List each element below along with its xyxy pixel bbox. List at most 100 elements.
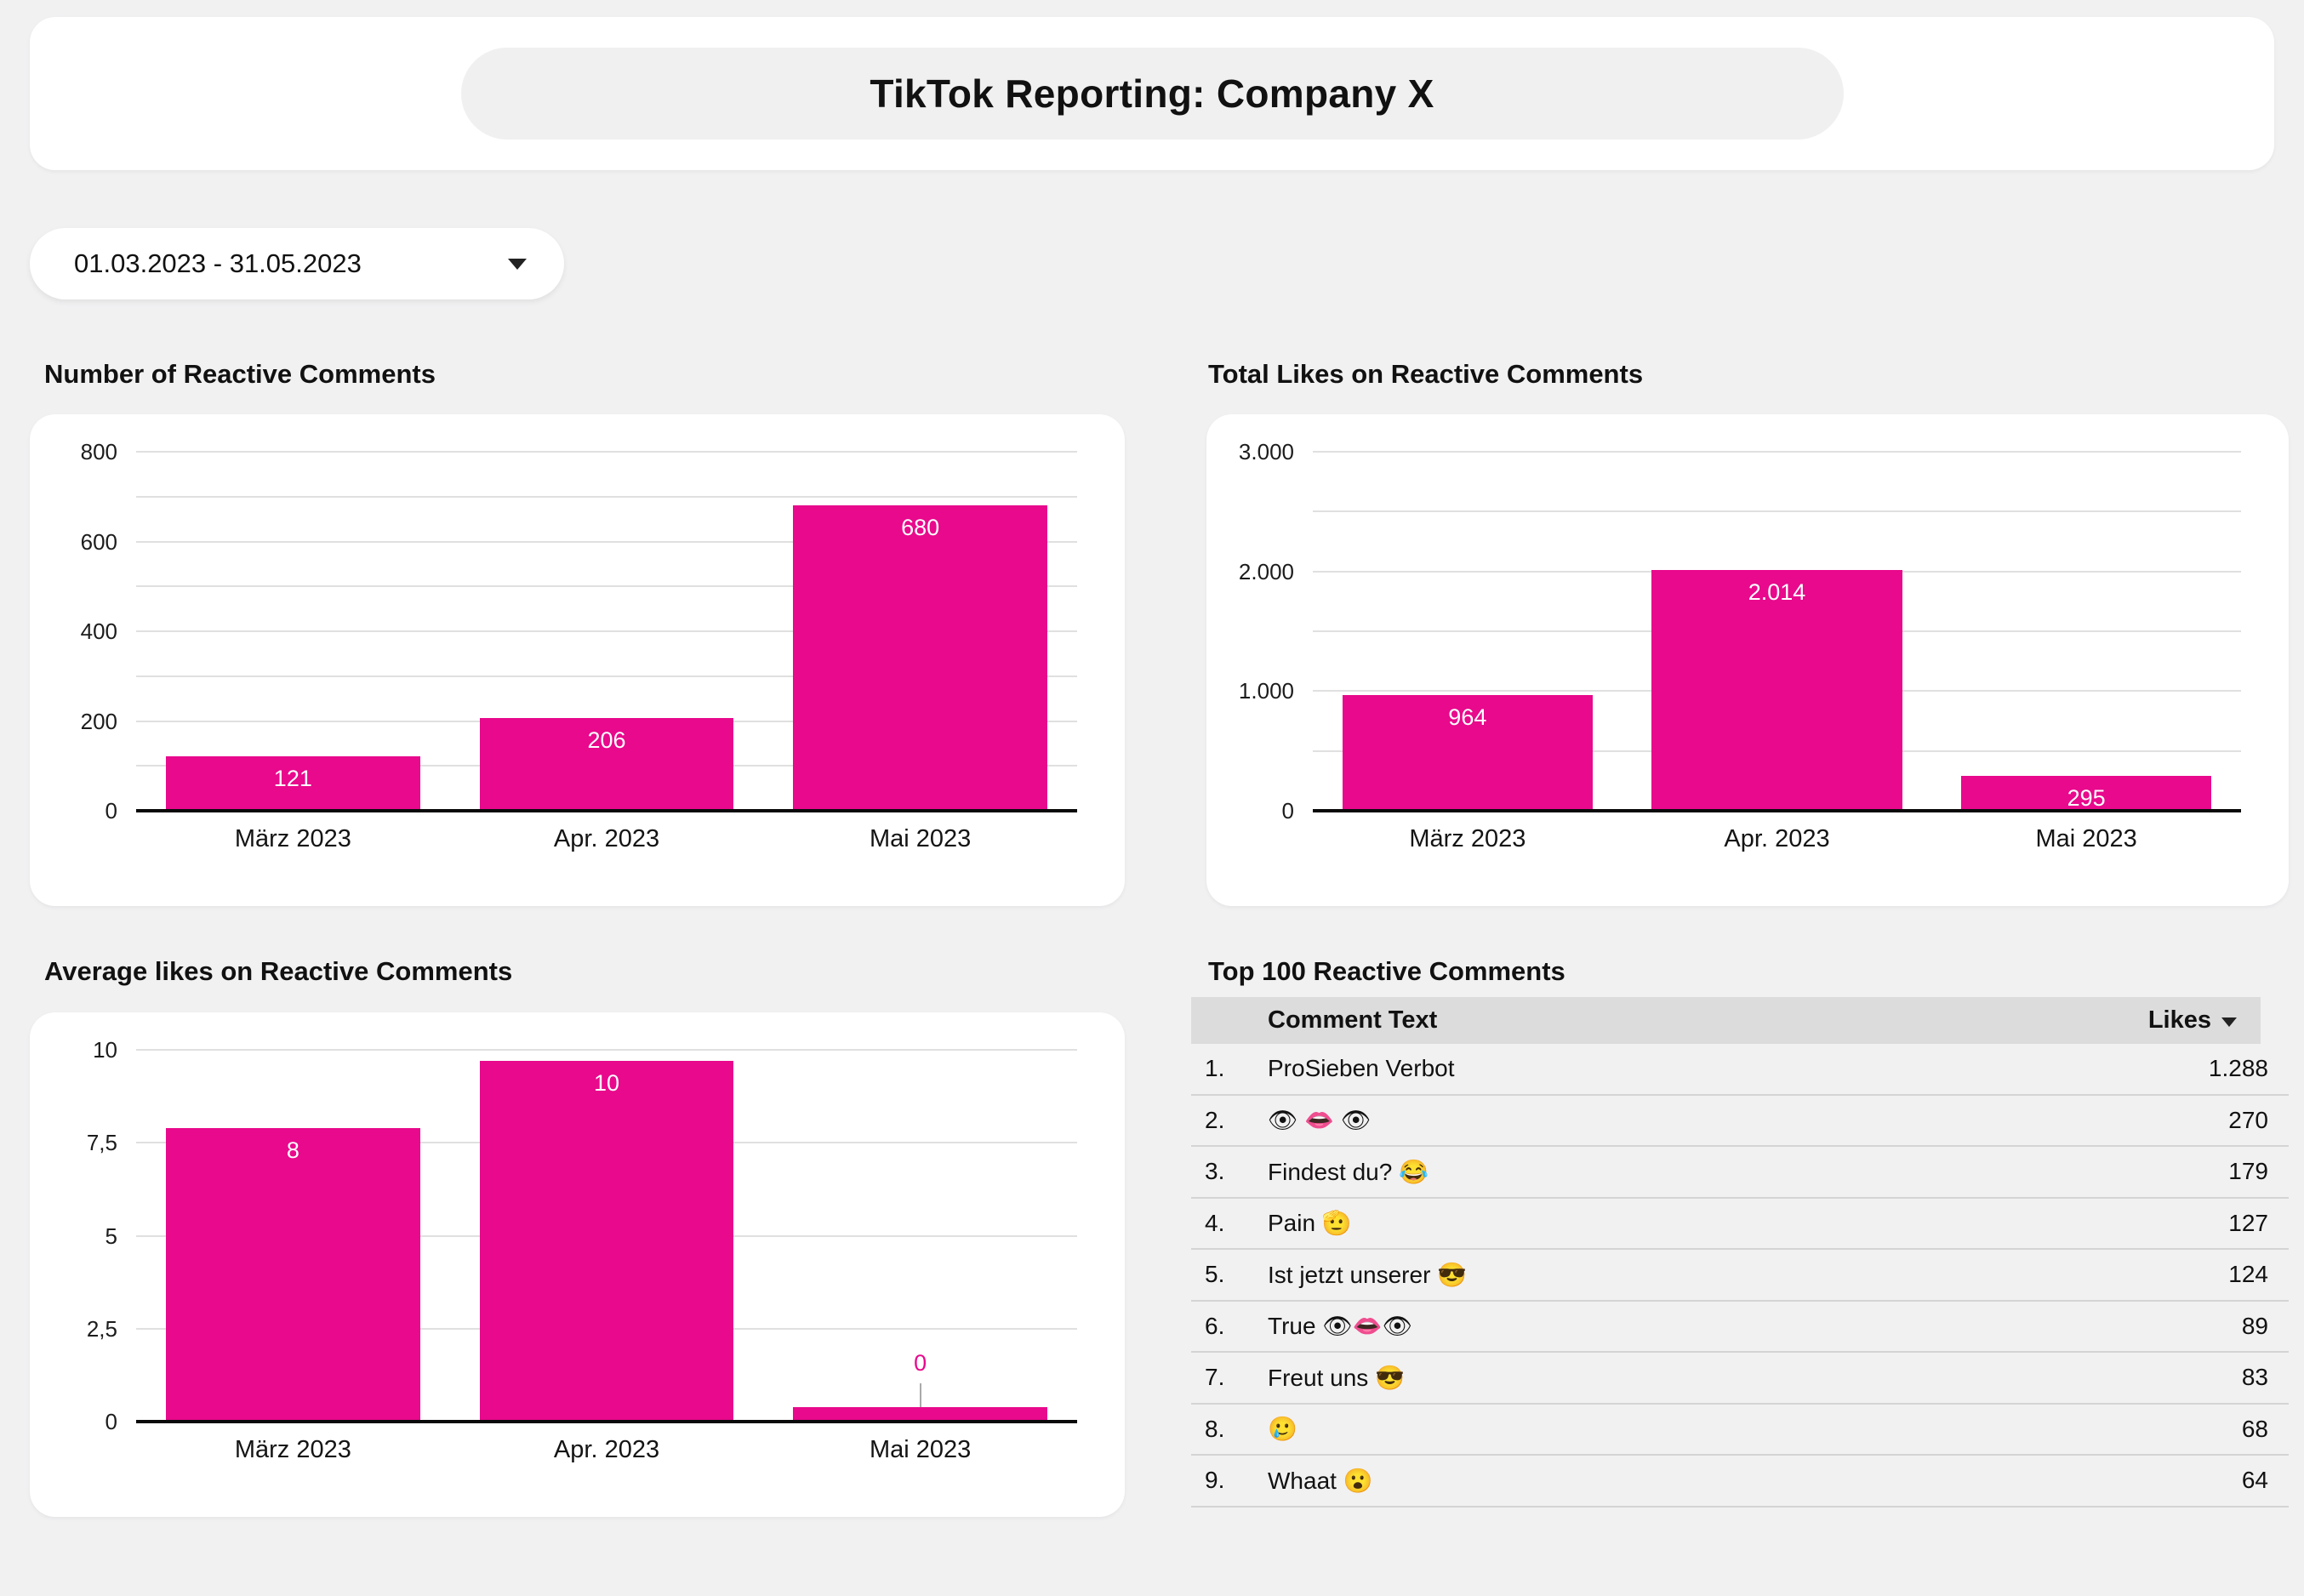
bar-märz-2023[interactable]: 8: [166, 1127, 420, 1422]
y-axis-tick-label: 3.000: [1238, 439, 1294, 465]
date-range-value: 01.03.2023 - 31.05.2023: [74, 248, 362, 278]
bar-slot: 8: [136, 1050, 450, 1422]
likes-cell: 68: [2241, 1415, 2268, 1442]
chevron-down-icon: [508, 258, 527, 270]
page-title: TikTok Reporting: Company X: [870, 71, 1434, 116]
y-axis-tick-label: 600: [80, 528, 117, 555]
y-axis-tick-label: 0: [105, 1409, 117, 1434]
date-range-selector[interactable]: 01.03.2023 - 31.05.2023: [30, 228, 564, 299]
table-row: 2. 👁 👄 👁 270: [1191, 1096, 2289, 1147]
gridline: [136, 675, 1077, 677]
bar-slot: 10: [450, 1050, 764, 1422]
row-number: 3.: [1205, 1158, 1225, 1185]
bar-chart-number-of-reactive-comments: 0 200 400 600 800 121 206 680 März 2023 Apr. 2023…: [30, 414, 1125, 906]
report-title-pill: TikTok Reporting: Company X: [460, 48, 1844, 140]
bar-series: 121 206 680: [136, 452, 1077, 811]
bar-value-label: 2.014: [1748, 579, 1806, 605]
x-axis-tick-label: Mai 2023: [2035, 825, 2137, 852]
bar-chart-total-likes: 0 1.000 2.000 3.000 964 2.014 295 März 2023 Apr.…: [1206, 414, 2289, 906]
row-number: 6.: [1205, 1312, 1225, 1339]
x-axis-tick-label: Apr. 2023: [553, 825, 660, 852]
x-axis-labels: März 2023 Apr. 2023 Mai 2023: [136, 825, 1077, 853]
x-axis-labels: März 2023 Apr. 2023 Mai 2023: [1313, 825, 2241, 853]
row-number: 2.: [1205, 1106, 1225, 1133]
y-axis-tick-label: 1.000: [1238, 678, 1294, 704]
table-row: 8. 🥲 68: [1191, 1405, 2289, 1456]
sort-descending-icon: [2221, 1017, 2237, 1027]
top-comments-table: Comment Text Likes 1. ProSieben Verbot 1.288…: [1191, 997, 2289, 1508]
bar-mai-2023[interactable]: 680: [793, 505, 1047, 811]
bar-slot: 964: [1313, 452, 1622, 811]
likes-cell: 127: [2228, 1209, 2268, 1236]
bar-märz-2023[interactable]: 964: [1342, 695, 1594, 811]
table-title-top-comments: Top 100 Reactive Comments: [1208, 956, 1565, 986]
x-axis-line: [136, 809, 1077, 812]
x-axis-tick-label: März 2023: [1409, 825, 1526, 852]
x-axis-tick-label: Apr. 2023: [553, 1436, 660, 1463]
bar-value-label: 121: [273, 766, 312, 792]
column-header-likes-label: Likes: [2147, 1006, 2211, 1034]
bar-mai-2023[interactable]: 0: [793, 1351, 1047, 1422]
likes-cell: 89: [2241, 1312, 2268, 1339]
bar-slot: 121: [136, 452, 450, 811]
bar-apr-2023[interactable]: 206: [479, 718, 734, 811]
bar-chart-average-likes: 0 2,5 5 7,5 10 8 10 0 März 2023 Apr. 2023 Mai 2023: [30, 1012, 1125, 1517]
callout-leader-line: [919, 1382, 921, 1407]
y-axis-tick-label: 5: [105, 1223, 117, 1249]
table-row: 9. Whaat 😮 64: [1191, 1456, 2289, 1508]
bar-märz-2023[interactable]: 121: [166, 756, 420, 811]
likes-cell: 1.288: [2208, 1055, 2268, 1082]
table-row: 3. Findest du? 😂 179: [1191, 1147, 2289, 1199]
bar-value-label: 0: [914, 1349, 927, 1376]
row-number: 4.: [1205, 1209, 1225, 1236]
bar-apr-2023[interactable]: 2.014: [1651, 569, 1902, 811]
y-axis-tick-label: 400: [80, 618, 117, 644]
likes-cell: 179: [2228, 1158, 2268, 1185]
y-axis-tick-label: 200: [80, 708, 117, 734]
comment-text-cell: Freut uns 😎: [1268, 1364, 1405, 1391]
column-header-likes[interactable]: Likes: [2148, 1006, 2261, 1035]
y-axis-tick-label: 2.000: [1238, 558, 1294, 584]
bar-value-label: 206: [587, 727, 626, 754]
comment-text-cell: True 👁👄👁: [1268, 1313, 1413, 1340]
bar-mai-2023[interactable]: 295: [1960, 775, 2212, 811]
bar-value-label: 10: [593, 1070, 620, 1097]
table-row: 6. True 👁👄👁 89: [1191, 1302, 2289, 1353]
table-row: 5. Ist jetzt unserer 😎 124: [1191, 1250, 2289, 1302]
x-axis-tick-label: Apr. 2023: [1724, 825, 1830, 852]
comment-text-cell: Findest du? 😂: [1268, 1158, 1429, 1185]
row-number: 7.: [1205, 1364, 1225, 1391]
chart-plot-area: 0 2,5 5 7,5 10 8 10 0: [87, 1039, 1077, 1433]
bar-value-label: 680: [901, 515, 940, 541]
bar-value-label: 295: [2067, 784, 2106, 811]
row-number: 1.: [1205, 1055, 1225, 1082]
gridline: [136, 495, 1077, 498]
y-axis-tick-label: 10: [93, 1037, 117, 1063]
column-header-comment-text[interactable]: Comment Text: [1268, 1006, 1438, 1034]
chart-plot-area: 0 1.000 2.000 3.000 964 2.014 295: [1239, 441, 2241, 822]
bar-value-label: 964: [1448, 704, 1487, 731]
likes-cell: 270: [2228, 1106, 2268, 1133]
bar-slot: 680: [763, 452, 1077, 811]
gridline: [136, 540, 1077, 543]
comment-text-cell: Ist jetzt unserer 😎: [1268, 1261, 1468, 1288]
row-number: 8.: [1205, 1415, 1225, 1442]
bar-value-label: 8: [286, 1137, 299, 1163]
table-row: 1. ProSieben Verbot 1.288: [1191, 1044, 2289, 1096]
x-axis-line: [1313, 809, 2241, 812]
x-axis-tick-label: März 2023: [234, 1436, 351, 1463]
y-axis-tick-label: 7,5: [86, 1130, 117, 1156]
bar-apr-2023[interactable]: 10: [479, 1061, 734, 1422]
chart-title-total-likes: Total Likes on Reactive Comments: [1208, 359, 1644, 389]
row-number: 5.: [1205, 1261, 1225, 1288]
x-axis-tick-label: Mai 2023: [870, 825, 972, 852]
comment-text-cell: Whaat 😮: [1268, 1467, 1373, 1494]
table-row: 7. Freut uns 😎 83: [1191, 1353, 2289, 1405]
gridline: [1313, 510, 2241, 513]
bar-slot: 295: [1931, 452, 2241, 811]
x-axis-labels: März 2023 Apr. 2023 Mai 2023: [136, 1436, 1077, 1464]
gridline: [136, 451, 1077, 453]
likes-cell: 83: [2241, 1364, 2268, 1391]
table-row: 4. Pain 🫡 127: [1191, 1199, 2289, 1250]
